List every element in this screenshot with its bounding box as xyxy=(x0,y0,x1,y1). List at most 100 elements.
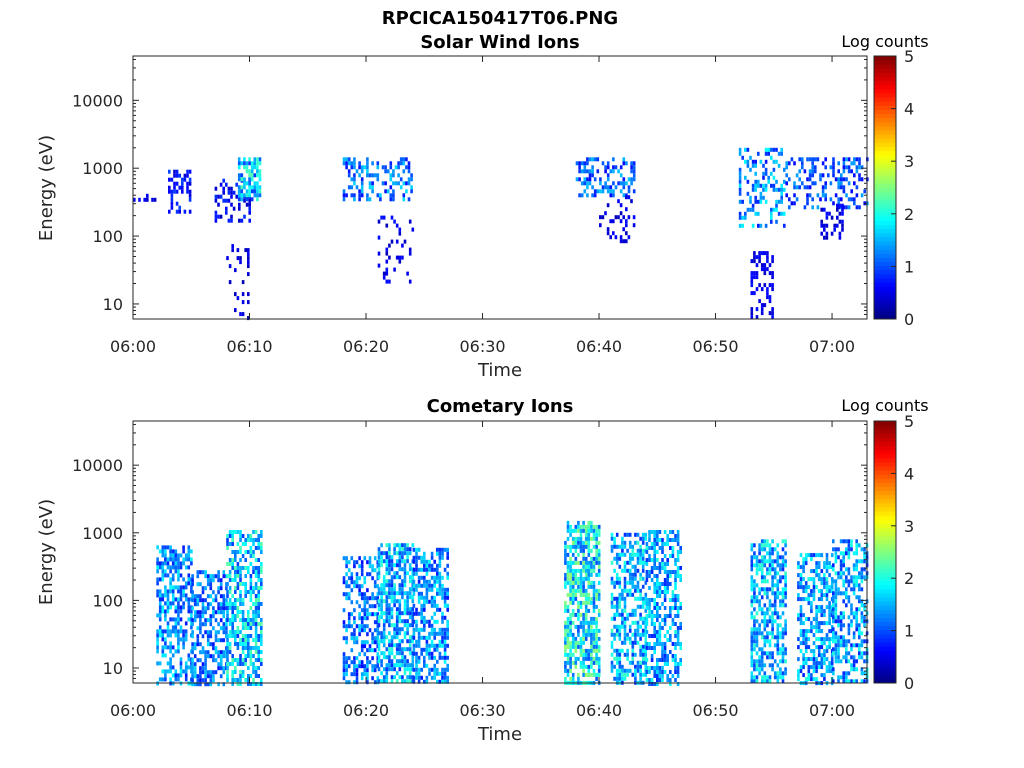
spectrogram-cell xyxy=(402,193,406,198)
spectrogram-cell xyxy=(738,167,742,172)
colorbar-swatch xyxy=(874,445,896,451)
y-tick-label: 100 xyxy=(92,591,123,610)
spectrogram-cell xyxy=(373,628,377,633)
spectrogram-cell xyxy=(433,595,436,600)
spectrogram-cell xyxy=(433,611,436,616)
spectrogram-cell xyxy=(443,655,447,660)
spectrogram-cell xyxy=(768,571,772,576)
spectrogram-cell xyxy=(592,564,596,569)
spectrogram-cell xyxy=(403,583,407,588)
spectrogram-cell xyxy=(249,538,253,542)
spectrogram-cell xyxy=(204,674,207,679)
spectrogram-cell xyxy=(760,571,764,576)
spectrogram-cell xyxy=(236,586,240,590)
spectrogram-cell xyxy=(256,165,259,170)
spectrogram-cell xyxy=(398,255,402,260)
spectrogram-cell xyxy=(631,648,635,653)
spectrogram-cell xyxy=(248,210,251,215)
spectrogram-cell xyxy=(582,568,585,573)
spectrogram-cell xyxy=(763,643,767,648)
spectrogram-cell xyxy=(639,592,642,597)
spectrogram-cell xyxy=(247,316,250,321)
spectrogram-cell xyxy=(650,542,654,546)
spectrogram-cell xyxy=(228,630,232,634)
spectrogram-cell xyxy=(433,603,436,608)
spectrogram-cell xyxy=(423,647,426,652)
colorbar-swatch xyxy=(874,597,896,602)
spectrogram-cell xyxy=(571,528,575,533)
spectrogram-cell xyxy=(666,654,669,658)
spectrogram-cell xyxy=(595,592,598,597)
spectrogram-cell xyxy=(231,558,234,562)
spectrogram-cell xyxy=(579,644,583,649)
spectrogram-cell xyxy=(773,611,777,616)
spectrogram-cell xyxy=(390,583,394,588)
spectrogram-cell xyxy=(236,542,240,546)
spectrogram-cell xyxy=(428,647,431,652)
spectrogram-cell xyxy=(569,632,572,637)
spectrogram-cell xyxy=(371,189,374,194)
spectrogram-cell xyxy=(443,675,447,680)
spectrogram-cell xyxy=(577,640,580,645)
spectrogram-cell xyxy=(758,259,761,264)
spectrogram-cell xyxy=(776,571,780,576)
spectrogram-cell xyxy=(236,658,240,662)
spectrogram-cell xyxy=(225,598,228,603)
spectrogram-cell xyxy=(852,635,856,640)
colorbar-swatch xyxy=(874,580,896,586)
spectrogram-cell xyxy=(763,555,767,560)
spectrogram-cell xyxy=(253,181,257,186)
spectrogram-cell xyxy=(222,178,225,183)
spectrogram-cell xyxy=(415,587,418,592)
spectrogram-cell xyxy=(771,663,774,668)
spectrogram-cell xyxy=(234,578,237,582)
spectrogram-cell xyxy=(175,181,179,186)
spectrogram-cell xyxy=(574,624,578,629)
spectrogram-cell xyxy=(839,611,843,616)
spectrogram-cell xyxy=(376,628,380,633)
spectrogram-cell xyxy=(169,589,172,594)
spectrogram-cell xyxy=(613,584,616,589)
y-tick-label: 10 xyxy=(103,659,123,678)
spectrogram-cell xyxy=(653,622,656,626)
spectrogram-cell xyxy=(226,658,229,662)
spectrogram-cell xyxy=(231,550,234,554)
spectrogram-cell xyxy=(577,560,580,565)
spectrogram-cell xyxy=(860,679,864,684)
spectrogram-cell xyxy=(377,655,381,660)
spectrogram-cell xyxy=(623,560,627,565)
spectrogram-cell xyxy=(615,532,619,537)
spectrogram-cell xyxy=(750,315,754,320)
spectrogram-cell xyxy=(214,214,218,219)
spectrogram-cell xyxy=(226,546,229,550)
spectrogram-cell xyxy=(820,231,823,236)
spectrogram-cell xyxy=(768,555,772,560)
spectrogram-cell xyxy=(169,645,172,650)
spectrogram-cell xyxy=(423,559,426,564)
spectrogram-cell xyxy=(206,582,210,587)
spectrogram-cell xyxy=(758,543,761,548)
spectrogram-cell xyxy=(204,586,207,591)
spectrogram-cell xyxy=(193,646,197,651)
cometary-spectrogram xyxy=(156,520,869,687)
spectrogram-cell xyxy=(228,606,232,610)
spectrogram-cell xyxy=(758,671,761,676)
spectrogram-cell xyxy=(206,682,210,687)
spectrogram-cell xyxy=(388,579,391,584)
spectrogram-cell xyxy=(226,678,229,682)
spectrogram-cell xyxy=(590,548,593,553)
spectrogram-cell xyxy=(837,655,840,660)
spectrogram-cell xyxy=(820,653,824,658)
spectrogram-cell xyxy=(753,591,756,596)
spectrogram-cell xyxy=(231,248,234,253)
spectrogram-cell xyxy=(241,598,245,602)
spectrogram-cell xyxy=(425,567,429,572)
spectrogram-cell xyxy=(760,587,764,592)
spectrogram-cell xyxy=(182,577,185,582)
spectrogram-cell xyxy=(847,551,851,556)
spectrogram-cell xyxy=(257,574,260,578)
spectrogram-cell xyxy=(825,553,829,558)
spectrogram-cell xyxy=(597,560,601,565)
spectrogram-cell xyxy=(591,165,594,170)
spectrogram-cell xyxy=(347,560,351,565)
